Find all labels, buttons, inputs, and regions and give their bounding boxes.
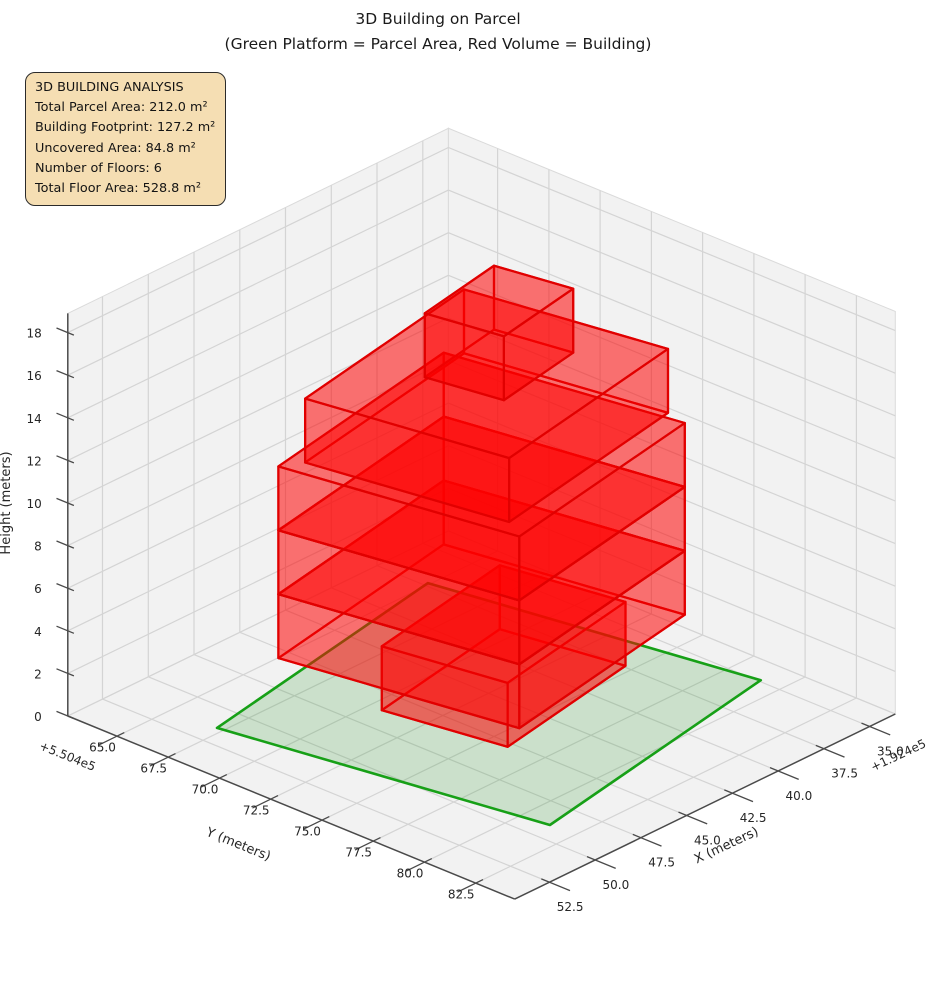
figure-title: 3D Building on Parcel	[355, 10, 521, 28]
z-tick	[56, 582, 75, 592]
panes	[66, 127, 897, 900]
y-tick	[252, 795, 279, 809]
z-tick	[56, 455, 75, 464]
x-tick-label: 47.5	[648, 856, 675, 870]
y-tick-label: 77.5	[345, 846, 372, 860]
x-tick	[724, 789, 754, 803]
figure-title-block: 3D Building on Parcel (Green Platform = …	[0, 7, 876, 57]
y-tick	[200, 774, 228, 788]
building-volumes	[277, 264, 686, 748]
x-axis-spine	[514, 713, 896, 900]
y-tick	[149, 753, 176, 767]
y-tick	[98, 732, 125, 746]
z-tick-label: 16	[27, 369, 42, 383]
building-floor-face	[304, 397, 511, 524]
z-tick-label: 0	[34, 710, 42, 724]
y-tick-label: 72.5	[243, 804, 270, 818]
axis-spines	[67, 313, 896, 900]
analysis-line: Uncovered Area: 84.8 m²	[35, 140, 196, 156]
x-tick-label: 52.5	[557, 900, 584, 914]
x-tick	[678, 811, 708, 825]
x-tick-label: 40.0	[786, 789, 813, 803]
x-tick	[769, 766, 799, 781]
x-tick-label: 35.0	[877, 744, 904, 758]
z-tick	[56, 668, 75, 677]
z-tick-label: 18	[27, 327, 42, 341]
z-tick	[56, 625, 75, 634]
x-tick	[861, 722, 891, 736]
analysis-line: Total Floor Area: 528.8 m²	[35, 181, 201, 197]
y-tick-label: 70.0	[192, 783, 219, 797]
analysis-line: Building Footprint: 127.2 m²	[35, 120, 216, 136]
z-tick-label: 4	[34, 625, 42, 639]
analysis-line: Number of Floors: 6	[35, 160, 162, 176]
z-tick	[56, 710, 75, 720]
z-tick-label: 14	[27, 412, 42, 426]
x-tick	[632, 833, 662, 847]
analysis-line: 3D BUILDING ANALYSIS	[35, 80, 184, 95]
building-floor-face	[380, 645, 509, 748]
y-tick-label: 65.0	[89, 741, 116, 755]
z-axis-label: Height (meters)	[0, 451, 14, 554]
analysis-line: Total Parcel Area: 212.0 m²	[35, 100, 208, 116]
x-tick-label: 45.0	[694, 833, 721, 847]
z-tick	[56, 412, 75, 421]
z-tick-label: 6	[34, 582, 42, 596]
tick-labels: 52.5 50.0 47.5 45.0 42.5 40.0 37.5 35.0 65.0 67.5…	[27, 327, 904, 914]
z-tick-label: 8	[34, 540, 42, 554]
axis-ticks	[56, 327, 891, 893]
x-tick	[586, 855, 616, 870]
y-tick	[405, 858, 433, 872]
figure-subtitle: (Green Platform = Parcel Area, Red Volum…	[224, 35, 652, 53]
z-tick-label: 2	[34, 667, 42, 681]
z-tick	[56, 497, 75, 507]
y-tick-label: 80.0	[397, 867, 424, 881]
z-tick	[56, 327, 75, 336]
z-tick-label: 10	[27, 497, 42, 511]
y-axis-label: Y (meters)	[203, 825, 273, 865]
x-tick-label: 50.0	[603, 878, 630, 892]
x-tick	[815, 744, 845, 758]
building-floor-face	[277, 465, 521, 602]
analysis-box: 3D BUILDING ANALYSIS Total Parcel Area: 2…	[25, 72, 227, 207]
y-tick-label: 82.5	[448, 888, 475, 902]
z-tick	[56, 540, 75, 549]
y-tick	[457, 879, 484, 893]
z-tick-label: 12	[27, 454, 42, 468]
y-axis-spine	[67, 715, 515, 900]
y-tick	[303, 816, 330, 830]
y-tick	[354, 837, 381, 851]
building-floor-face	[423, 312, 505, 402]
x-tick	[541, 878, 571, 892]
x-tick-label: 37.5	[831, 767, 858, 781]
y-tick-label: 67.5	[140, 762, 167, 776]
y-tick-label: 75.0	[294, 825, 321, 839]
z-tick	[56, 369, 75, 379]
x-tick-label: 42.5	[740, 811, 767, 825]
